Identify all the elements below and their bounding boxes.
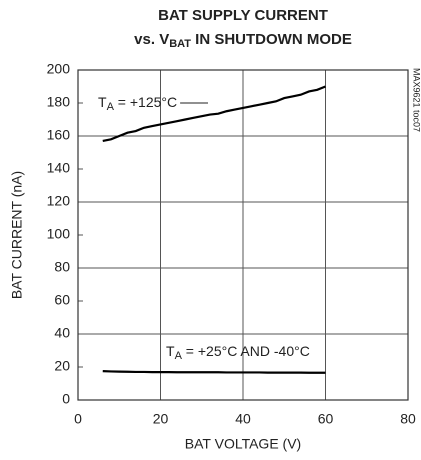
- y-tick-label: 0: [62, 391, 70, 407]
- annotation-part: = +125°C: [114, 94, 177, 110]
- y-tick-label: 40: [54, 325, 70, 341]
- x-axis-label: BAT VOLTAGE (V): [185, 436, 301, 452]
- x-tick-label: 20: [153, 411, 169, 427]
- data-line: [102, 370, 326, 374]
- y-tick-label: 120: [47, 193, 71, 209]
- x-tick-label: 60: [318, 411, 334, 427]
- side-note: MAX9621 toc07: [412, 68, 421, 132]
- chart-title: BAT SUPPLY CURRENT: [158, 7, 328, 24]
- y-tick-label: 20: [54, 358, 70, 374]
- plot-frame: [77, 69, 409, 401]
- annotation-subscript: A: [175, 350, 183, 362]
- annotation-subscript: A: [107, 101, 115, 113]
- data-line: [102, 85, 326, 143]
- y-tick-label: 160: [47, 127, 71, 143]
- y-axis-label: BAT CURRENT (nA): [9, 171, 25, 299]
- y-tick-label: 60: [54, 292, 70, 308]
- annotation: TA = +125°C: [98, 94, 177, 113]
- x-tick-label: 40: [235, 411, 251, 427]
- y-tick-label: 80: [54, 259, 70, 275]
- chart-title: vs. VBAT IN SHUTDOWN MODE: [134, 31, 352, 50]
- x-tick-label: 80: [400, 411, 416, 427]
- y-tick-label: 140: [47, 160, 71, 176]
- annotation-part: = +25°C AND -40°C: [182, 343, 310, 359]
- x-tick-label: 0: [74, 411, 82, 427]
- annotation-part: T: [166, 343, 175, 359]
- y-tick-label: 200: [47, 61, 71, 77]
- title-part: vs. V: [134, 31, 169, 48]
- title-subscript: BAT: [169, 38, 191, 50]
- y-tick-label: 180: [47, 94, 71, 110]
- title-part: IN SHUTDOWN MODE: [191, 31, 352, 48]
- annotation-part: T: [98, 94, 107, 110]
- annotation: TA = +25°C AND -40°C: [166, 343, 310, 362]
- y-tick-label: 100: [47, 226, 71, 242]
